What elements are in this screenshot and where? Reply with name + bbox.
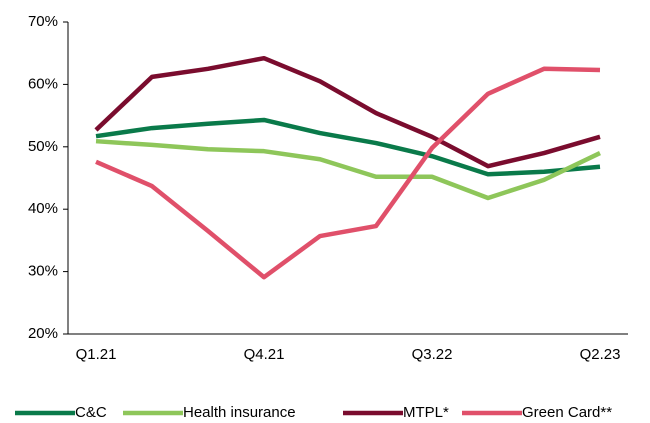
- series-line: [95, 117, 601, 177]
- legend-label: MTPL*: [403, 404, 449, 421]
- legend-label: C&C: [75, 404, 107, 421]
- y-tick-label: 50%: [28, 138, 58, 155]
- x-tick-label: Q4.21: [244, 346, 285, 363]
- y-tick-label: 70%: [28, 13, 58, 30]
- series-line: [95, 138, 601, 201]
- series-line: [94, 55, 601, 169]
- y-tick-label: 30%: [28, 263, 58, 280]
- legend-label: Green Card**: [522, 404, 612, 421]
- y-tick-label: 60%: [28, 75, 58, 92]
- y-tick-label: 20%: [28, 325, 58, 342]
- x-tick-label: Q1.21: [76, 346, 117, 363]
- series-line: [95, 66, 601, 280]
- x-tick-label: Q2.23: [580, 346, 621, 363]
- y-tick-label: 40%: [28, 200, 58, 217]
- x-tick-label: Q3.22: [412, 346, 453, 363]
- legend-label: Health insurance: [183, 404, 296, 421]
